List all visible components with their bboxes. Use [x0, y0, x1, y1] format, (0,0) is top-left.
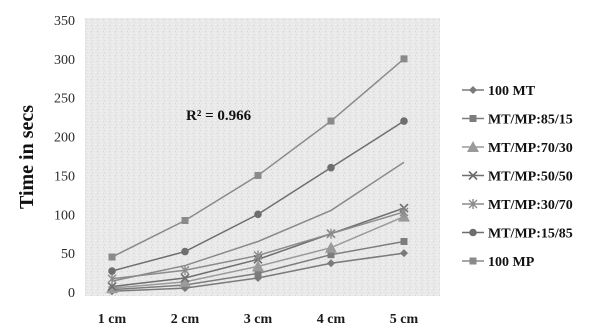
y-axis-label: Time in secs: [16, 105, 38, 209]
x-tick-label: 5 cm: [390, 312, 419, 327]
data-point: [325, 241, 337, 253]
data-point: [181, 247, 189, 256]
legend-swatch-marker: [468, 199, 478, 209]
data-point: [400, 55, 408, 63]
data-point: [327, 163, 335, 172]
data-point: [252, 260, 264, 272]
data-point: [179, 275, 191, 287]
data-point: [326, 228, 336, 239]
data-point: [108, 253, 116, 261]
data-point: [400, 249, 408, 258]
x-tick-label: 1 cm: [98, 312, 127, 327]
legend-label: MT/MP:85/15: [488, 113, 573, 128]
series-line: [111, 161, 405, 282]
legend: 100 MT MT/MP:85/15 MT/MP:70/30 MT/MP:50/50 M…: [462, 84, 573, 270]
x-tick-label: 4 cm: [317, 312, 346, 327]
data-point: [107, 281, 117, 292]
x-tick-label: 3 cm: [244, 312, 273, 327]
y-tick-label: 0: [68, 286, 75, 301]
legend-label: MT/MP:70/30: [488, 141, 573, 156]
data-point: [253, 250, 263, 261]
data-point: [254, 171, 262, 179]
legend-label: MT/MP:50/50: [488, 170, 573, 185]
y-tick-label: 150: [54, 169, 75, 184]
data-point: [180, 265, 190, 276]
data-point: [327, 251, 335, 259]
data-point: [400, 237, 408, 245]
legend-label: 100 MP: [488, 255, 535, 270]
data-point: [400, 117, 408, 125]
data-point: [180, 273, 190, 283]
legend-swatch-marker: [468, 170, 478, 181]
y-tick-label: 300: [54, 53, 75, 68]
legend-swatch-marker: [469, 228, 477, 237]
legend-swatch-marker: [469, 86, 477, 94]
y-tick-label: 100: [54, 208, 75, 223]
y-tick-label: 250: [54, 92, 75, 107]
data-point: [399, 206, 409, 217]
legend-label: MT/MP:15/85: [488, 227, 573, 242]
r-squared-annotation: R² = 0.966: [186, 108, 252, 124]
x-tick-label: 2 cm: [171, 312, 200, 327]
legend-label: MT/MP:30/70: [488, 198, 573, 213]
data-point: [181, 217, 189, 225]
data-point: [108, 267, 116, 275]
y-tick-label: 200: [54, 131, 75, 146]
y-tick-label: 50: [61, 247, 75, 262]
data-point: [107, 273, 117, 284]
plot-area: [85, 18, 440, 296]
data-point: [327, 259, 335, 268]
y-tick-label: 350: [54, 14, 75, 29]
legend-label: 100 MT: [488, 84, 536, 99]
data-point: [327, 117, 335, 125]
legend-swatch-marker: [467, 141, 479, 152]
data-point: [254, 269, 262, 277]
legend-swatch-marker: [469, 257, 477, 265]
data-point: [254, 210, 262, 219]
legend-swatch-marker: [469, 115, 477, 122]
